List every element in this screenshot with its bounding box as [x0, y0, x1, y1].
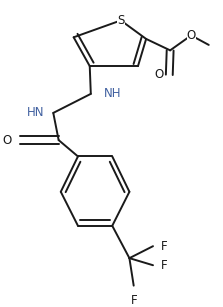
Text: NH: NH: [104, 87, 121, 100]
Text: F: F: [161, 240, 167, 253]
Text: F: F: [130, 294, 137, 307]
Text: O: O: [2, 134, 11, 147]
Text: O: O: [154, 68, 163, 81]
Text: F: F: [161, 259, 167, 272]
Text: S: S: [117, 14, 124, 27]
Text: HN: HN: [27, 107, 45, 119]
Text: O: O: [186, 29, 196, 42]
